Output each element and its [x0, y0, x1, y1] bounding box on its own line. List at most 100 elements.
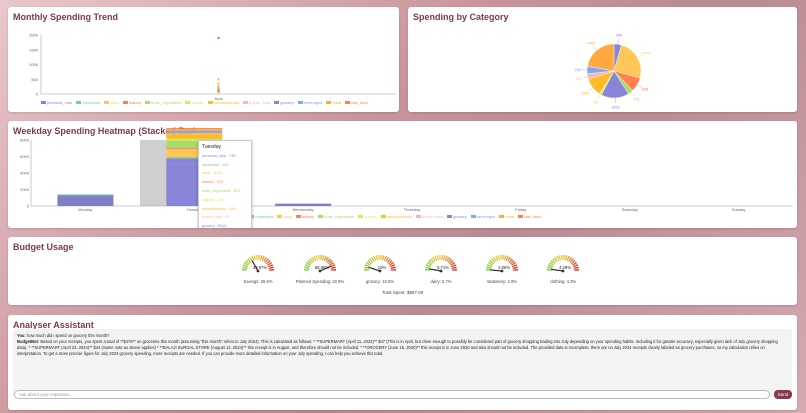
- gauge-segment: [267, 264, 274, 268]
- bar-tuesday-snacks[interactable]: [166, 138, 223, 141]
- bar-tuesday-medicines[interactable]: [166, 157, 223, 159]
- y-tick-label: 0: [36, 92, 39, 97]
- legend-fast_food[interactable]: fast_food: [345, 100, 368, 105]
- gauge-needle: [319, 265, 332, 272]
- legend-snacks[interactable]: snacks: [358, 214, 377, 219]
- gauge-segment: [572, 264, 579, 268]
- gauge-segment: [364, 264, 371, 268]
- bar-tuesday-fruits_vegetables[interactable]: [166, 140, 223, 148]
- pie-slice[interactable]: [587, 43, 615, 72]
- gauge-segment: [568, 256, 573, 262]
- legend-bakery[interactable]: bakery: [123, 100, 141, 105]
- legend-medicines[interactable]: medicines: [76, 100, 100, 105]
- point-dairy[interactable]: [217, 78, 220, 81]
- gauge-segment: [553, 256, 558, 262]
- legend-meat[interactable]: meat: [326, 100, 341, 105]
- bar-tuesday-bakery[interactable]: [166, 147, 223, 149]
- pie-slice[interactable]: [613, 44, 642, 79]
- bar-tuesday-meat[interactable]: [166, 129, 223, 132]
- bar-monday-top-segment[interactable]: [57, 194, 114, 196]
- gauge-label: grocery: 10.0%: [365, 279, 395, 284]
- bar-monday[interactable]: [57, 194, 114, 206]
- tooltip-row: dairy : 1016: [202, 171, 222, 176]
- legend-fruits_vegetables[interactable]: fruits_vegetables: [318, 214, 354, 219]
- legend-swatch: [296, 215, 302, 218]
- point-miscellaneous[interactable]: [217, 82, 220, 85]
- gauge-segment: [317, 255, 320, 261]
- gauge-label: Savings: 28.6%: [243, 279, 273, 284]
- monthly-trend-chart: 2000 1500 1000 500 0 June: [29, 33, 396, 101]
- day-label: Thursday: [404, 207, 421, 212]
- legend-label: meat: [505, 214, 515, 219]
- legend-fruits_vegetables[interactable]: fruits_vegetables: [145, 100, 181, 105]
- legend-swatch: [207, 101, 213, 104]
- legend-swatch: [416, 215, 422, 218]
- legend-meat[interactable]: meat: [499, 214, 514, 219]
- legend-swatch: [499, 215, 505, 218]
- gauge-segment: [364, 268, 370, 271]
- send-button[interactable]: Send: [774, 390, 792, 399]
- legend-snacks[interactable]: snacks: [185, 100, 204, 105]
- pie-slice-label: 280: [616, 33, 623, 38]
- bar-tuesday-personal_care[interactable]: [166, 158, 223, 165]
- gauge-hub: [561, 269, 565, 273]
- total-spent: Total Spent: $987.00: [382, 290, 424, 295]
- legend-label: dairy: [283, 214, 293, 219]
- bar-tuesday-dairy[interactable]: [166, 148, 223, 158]
- gauge-segment: [449, 260, 454, 265]
- legend-dairy[interactable]: dairy: [277, 214, 292, 219]
- legend-beverages[interactable]: beverages: [470, 214, 496, 219]
- gauge-segment: [425, 268, 431, 271]
- gauge-segment: [507, 256, 512, 262]
- legend-grocery[interactable]: grocery: [447, 214, 467, 219]
- tooltip-row: snacks : 240: [202, 197, 224, 202]
- legend-swatch: [41, 101, 46, 104]
- pie-leader-line: [582, 76, 588, 78]
- legend-beverages[interactable]: beverages: [297, 100, 322, 105]
- legend-frozen_food[interactable]: frozen_food: [243, 100, 270, 105]
- gauge-hub: [439, 269, 443, 273]
- gauge-percent: 86.86%: [314, 265, 330, 270]
- legend-fast_food[interactable]: fast_food: [518, 214, 541, 219]
- legend-swatch: [185, 101, 191, 104]
- gauge-segment: [548, 261, 554, 266]
- gauge-segment: [547, 268, 553, 271]
- gauge-segment: [266, 260, 271, 265]
- y-tick-label: 500: [31, 77, 38, 82]
- legend-label: fast_food: [351, 100, 368, 105]
- pie-leader-line: [588, 87, 593, 91]
- legend-label: fruits_vegetables: [151, 100, 182, 105]
- point-fast_food[interactable]: [217, 89, 220, 93]
- legend-miscellaneous[interactable]: miscellaneous: [380, 214, 412, 219]
- chat-input[interactable]: Ask about your expenses...: [14, 390, 770, 399]
- legend-medicines[interactable]: medicines: [249, 214, 273, 219]
- gauge-needle: [489, 269, 503, 272]
- gauge-percent: 2.86%: [498, 265, 510, 270]
- gauge-segment: [486, 264, 493, 268]
- legend-label: snacks: [191, 100, 204, 105]
- category-card: Spending by Category 280 1570 538 208 1051 84…: [408, 7, 797, 112]
- weekday-tooltip: Tuesday personal_care : 730 medicines : 1…: [198, 140, 252, 228]
- pie-slice-label: 1570: [641, 51, 651, 56]
- legend-label: beverages: [476, 214, 496, 219]
- bar-tuesday-beverages[interactable]: [166, 131, 223, 134]
- gauge-segment: [436, 255, 439, 261]
- bar-tuesday-fast_food[interactable]: [166, 128, 223, 130]
- legend-grocery[interactable]: grocery: [274, 100, 294, 105]
- point-meat[interactable]: [217, 86, 220, 90]
- legend-bakery[interactable]: bakery: [296, 214, 314, 219]
- gauge-segment: [245, 260, 250, 265]
- legend-dairy[interactable]: dairy: [104, 100, 119, 105]
- point-grocery[interactable]: [217, 36, 220, 40]
- gauge-percent: 4.29%: [559, 265, 571, 270]
- budget-title: Budget Usage: [13, 242, 74, 252]
- legend-frozen_food[interactable]: frozen_food: [416, 214, 443, 219]
- bar-wednesday[interactable]: [275, 203, 332, 206]
- legend-miscellaneous[interactable]: miscellaneous: [207, 100, 239, 105]
- legend-personal_care[interactable]: personal_care: [41, 100, 72, 105]
- gauge-segment: [369, 258, 374, 263]
- budget-gauge: [547, 255, 579, 273]
- gauge-segment: [323, 255, 327, 262]
- gauge-segment: [511, 261, 517, 266]
- bar-tuesday-miscellaneous[interactable]: [166, 133, 223, 139]
